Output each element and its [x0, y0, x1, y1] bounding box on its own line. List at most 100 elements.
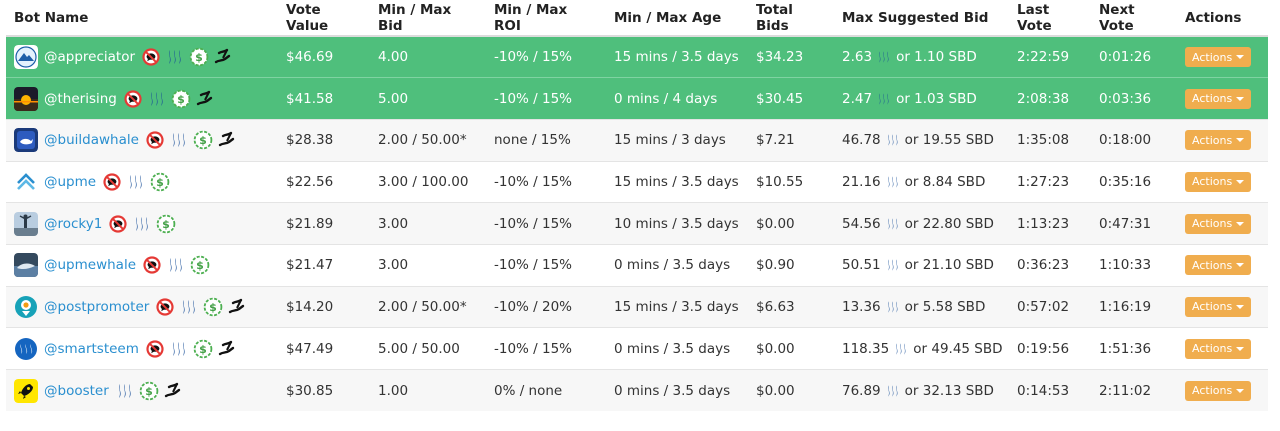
- vote-value: $41.58: [278, 77, 370, 120]
- max-suggested-bid: 21.16 or 8.84 SBD: [834, 160, 1009, 203]
- total-bids: $0.00: [748, 202, 834, 245]
- vote-value: $21.89: [278, 202, 370, 245]
- actions-dropdown-button[interactable]: Actions: [1185, 296, 1252, 317]
- steem-icon: [132, 214, 152, 234]
- no-comment-icon: [145, 339, 165, 359]
- max-bid-sbd: or 5.58 SBD: [904, 298, 986, 315]
- col-header-actions: Actions: [1177, 0, 1268, 37]
- actions-cell: Actions: [1177, 77, 1268, 120]
- total-bids: $0.00: [748, 369, 834, 412]
- bid-bots-table: Bot Name Vote Value Min / Max Bid Min / …: [6, 0, 1268, 412]
- min-max-age: 15 mins / 3.5 days: [606, 285, 748, 328]
- min-max-age: 15 mins / 3 days: [606, 118, 748, 162]
- total-bids: $7.21: [748, 118, 834, 162]
- max-suggested-bid: 50.51 or 21.10 SBD: [834, 243, 1009, 287]
- max-bid-sbd: or 49.45 SBD: [913, 340, 1003, 357]
- table-row: @smartsteem $ $47.49 5.00 / 50.00 -10% / 15%…: [6, 327, 1268, 370]
- refund-hand-icon: [213, 47, 233, 67]
- max-bid-group: 13.36 or 5.58 SBD: [842, 299, 985, 315]
- total-bids: $6.63: [748, 285, 834, 328]
- last-vote: 2:22:59: [1009, 35, 1091, 78]
- max-bid-steem: 2.47: [842, 90, 873, 107]
- refund-hand-icon: [163, 381, 183, 401]
- min-max-age: 0 mins / 3.5 days: [606, 327, 748, 370]
- bot-link[interactable]: @postpromoter: [44, 298, 150, 315]
- actions-label: Actions: [1192, 217, 1233, 231]
- steem-icon: [885, 132, 901, 148]
- next-vote: 0:47:31: [1091, 202, 1177, 245]
- min-max-roi: 0% / none: [486, 369, 606, 412]
- min-max-roi: none / 15%: [486, 118, 606, 162]
- caret-down-icon: [1236, 346, 1245, 351]
- dollar-icon: $: [171, 89, 191, 109]
- max-bid-steem: 118.35: [842, 340, 890, 357]
- col-header-min-max-bid[interactable]: Min / Max Bid: [370, 0, 486, 37]
- bot-link[interactable]: @booster: [44, 382, 109, 399]
- caret-down-icon: [1236, 221, 1245, 226]
- steem-icon: [876, 49, 892, 65]
- bot-name-group: @rocky1 $: [14, 211, 270, 236]
- max-bid-sbd: or 8.84 SBD: [904, 173, 986, 190]
- bot-link[interactable]: @appreciator: [44, 49, 136, 66]
- col-header-vote-value[interactable]: Vote Value: [278, 0, 370, 37]
- refund-hand-icon: [195, 89, 215, 109]
- col-header-total-bids[interactable]: Total Bids: [748, 0, 834, 37]
- actions-dropdown-button[interactable]: Actions: [1185, 88, 1252, 109]
- next-vote: 1:16:19: [1091, 285, 1177, 328]
- table-header-row: Bot Name Vote Value Min / Max Bid Min / …: [6, 0, 1268, 37]
- bot-name-cell: @rocky1 $: [6, 202, 278, 245]
- actions-label: Actions: [1192, 342, 1233, 356]
- col-header-min-max-roi[interactable]: Min / Max ROI: [486, 0, 606, 37]
- actions-label: Actions: [1192, 92, 1233, 106]
- max-suggested-bid: 2.47 or 1.03 SBD: [834, 77, 1009, 120]
- col-header-max-suggested-bid[interactable]: Max Suggested Bid: [834, 0, 1009, 37]
- avatar-rocket-logo: [14, 378, 38, 403]
- min-max-bid: 1.00: [370, 369, 486, 412]
- bot-link[interactable]: @upmewhale: [44, 257, 137, 274]
- actions-dropdown-button[interactable]: Actions: [1185, 171, 1252, 192]
- bot-link[interactable]: @therising: [44, 90, 117, 107]
- last-vote: 1:13:23: [1009, 202, 1091, 245]
- avatar-whale-logo: [14, 128, 38, 153]
- max-bid-steem: 76.89: [842, 382, 881, 399]
- max-bid-sbd: or 21.10 SBD: [904, 257, 994, 274]
- dollar-icon: $: [139, 381, 159, 401]
- bot-name-group: @buildawhale $: [14, 128, 270, 153]
- min-max-roi: -10% / 15%: [486, 35, 606, 78]
- col-header-min-max-age[interactable]: Min / Max Age: [606, 0, 748, 37]
- steem-icon: [126, 172, 146, 192]
- actions-dropdown-button[interactable]: Actions: [1185, 47, 1252, 68]
- bot-link[interactable]: @rocky1: [44, 215, 103, 232]
- min-max-age: 0 mins / 4 days: [606, 77, 748, 120]
- col-header-last-vote[interactable]: Last Vote: [1009, 0, 1091, 37]
- actions-cell: Actions: [1177, 327, 1268, 370]
- table-row: @booster $ $30.85 1.00 0% / none 0 mins / 3.5…: [6, 369, 1268, 412]
- max-suggested-bid: 2.63 or 1.10 SBD: [834, 35, 1009, 78]
- steem-icon: [885, 174, 901, 190]
- refund-hand-icon: [217, 130, 237, 150]
- min-max-age: 0 mins / 3.5 days: [606, 243, 748, 287]
- max-bid-group: 76.89 or 32.13 SBD: [842, 383, 994, 399]
- no-comment-icon: [123, 89, 143, 109]
- bot-link[interactable]: @smartsteem: [44, 340, 139, 357]
- col-header-bot-name[interactable]: Bot Name: [6, 0, 278, 37]
- max-bid-group: 118.35 or 49.45 SBD: [842, 341, 1003, 357]
- no-comment-icon: [155, 297, 175, 317]
- actions-dropdown-button[interactable]: Actions: [1185, 338, 1252, 359]
- actions-dropdown-button[interactable]: Actions: [1185, 380, 1252, 401]
- actions-dropdown-button[interactable]: Actions: [1185, 255, 1252, 276]
- col-header-next-vote[interactable]: Next Vote: [1091, 0, 1177, 37]
- next-vote: 0:03:36: [1091, 77, 1177, 120]
- table-row: @rocky1 $ $21.89 3.00 -10% / 15% 10 mins / 3.…: [6, 202, 1268, 245]
- max-bid-sbd: or 32.13 SBD: [904, 382, 994, 399]
- svg-text:$: $: [163, 218, 171, 231]
- steem-icon: [147, 89, 167, 109]
- vote-value: $46.69: [278, 35, 370, 78]
- no-comment-icon: [142, 255, 162, 275]
- actions-dropdown-button[interactable]: Actions: [1185, 130, 1252, 151]
- min-max-age: 10 mins / 3.5 days: [606, 202, 748, 245]
- svg-text:$: $: [156, 176, 164, 189]
- bot-link[interactable]: @buildawhale: [44, 132, 139, 149]
- actions-dropdown-button[interactable]: Actions: [1185, 213, 1252, 234]
- bot-link[interactable]: @upme: [44, 173, 97, 190]
